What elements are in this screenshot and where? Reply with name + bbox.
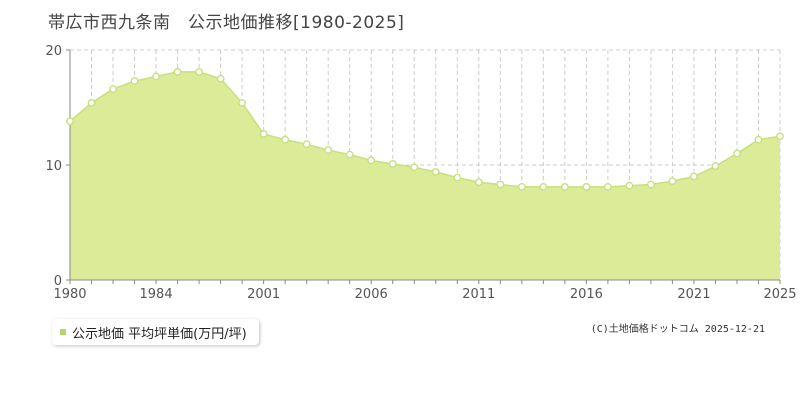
legend-swatch bbox=[60, 329, 66, 335]
data-point bbox=[87, 99, 96, 107]
legend-label: 公示地価 平均坪単価(万円/坪) bbox=[72, 326, 247, 342]
legend: 公示地価 平均坪単価(万円/坪) bbox=[52, 319, 259, 345]
data-point bbox=[195, 67, 203, 76]
series-area bbox=[70, 71, 780, 280]
data-point bbox=[733, 149, 741, 158]
x-tick-label: 1980 bbox=[53, 287, 86, 302]
data-point bbox=[690, 172, 698, 181]
data-point bbox=[302, 140, 311, 149]
data-point bbox=[431, 167, 440, 176]
chart-title: 帯広市西九条南 公示地価推移[1980-2025] bbox=[48, 13, 405, 33]
data-point bbox=[539, 182, 548, 191]
x-tick-label: 1984 bbox=[140, 287, 173, 302]
data-point bbox=[776, 132, 784, 141]
data-point bbox=[668, 177, 677, 186]
copyright-credit: (C)土地価格ドットコム 2025-12-21 bbox=[590, 324, 765, 335]
data-point bbox=[345, 150, 354, 159]
data-point bbox=[281, 135, 290, 144]
data-point bbox=[367, 156, 376, 165]
data-point bbox=[152, 72, 160, 81]
data-point bbox=[130, 77, 139, 85]
data-point bbox=[517, 182, 526, 191]
data-point bbox=[238, 99, 247, 107]
data-point bbox=[66, 117, 74, 126]
data-point bbox=[410, 163, 419, 172]
data-point bbox=[603, 182, 612, 191]
data-point bbox=[711, 162, 720, 171]
y-tick-label: 10 bbox=[45, 159, 62, 174]
y-tick-label: 20 bbox=[45, 44, 62, 59]
x-tick-label: 2025 bbox=[763, 287, 796, 302]
data-point bbox=[388, 159, 397, 168]
x-tick-label: 2021 bbox=[677, 287, 710, 302]
data-point bbox=[324, 146, 333, 154]
data-point bbox=[216, 74, 225, 83]
x-tick-label: 2011 bbox=[462, 287, 495, 302]
data-point bbox=[647, 180, 655, 189]
data-point bbox=[582, 182, 591, 191]
data-point bbox=[173, 67, 182, 76]
data-point bbox=[560, 182, 569, 191]
data-point bbox=[754, 135, 763, 144]
data-point bbox=[625, 181, 634, 190]
x-tick-label: 2001 bbox=[247, 287, 280, 302]
data-point bbox=[453, 173, 462, 182]
data-point bbox=[474, 178, 483, 187]
data-point bbox=[496, 180, 505, 189]
x-tick-label: 2006 bbox=[355, 287, 388, 302]
series-line bbox=[69, 71, 781, 188]
data-point bbox=[109, 85, 117, 94]
x-tick-label: 2016 bbox=[570, 287, 603, 302]
data-point bbox=[259, 130, 268, 138]
y-tick-label: 0 bbox=[54, 274, 62, 289]
